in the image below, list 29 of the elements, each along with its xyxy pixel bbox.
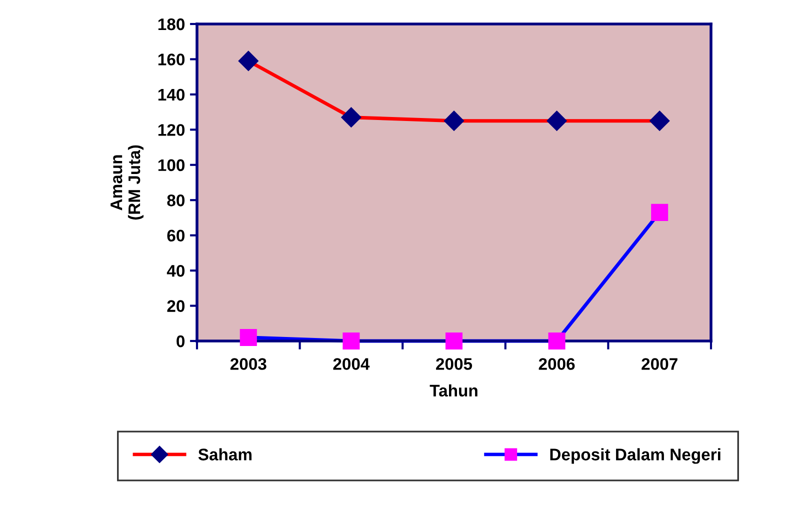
x-tick-label: 2006 — [538, 358, 575, 370]
y-tick-label: 160 — [158, 54, 185, 66]
y-tick-label: 80 — [167, 194, 185, 206]
x-tick-label: 2003 — [230, 358, 266, 370]
y-tick-label: 100 — [158, 159, 185, 172]
y-tick-label: 180 — [158, 18, 185, 30]
y-tick-label: 60 — [167, 230, 185, 242]
y-tick-label: 120 — [158, 124, 185, 136]
y-tick-label: 140 — [158, 88, 185, 101]
y-tick-label: 20 — [167, 300, 185, 312]
y-tick-label: 40 — [166, 264, 185, 277]
point — [342, 332, 360, 350]
legend-label: Saham — [198, 448, 252, 460]
point — [238, 50, 259, 72]
point — [445, 332, 463, 350]
x-tick-label: 2007 — [642, 358, 678, 370]
point — [444, 110, 464, 132]
y-axis-title: Amaun (RM Juta) — [110, 145, 144, 220]
point — [651, 204, 668, 221]
point — [649, 110, 670, 132]
point — [340, 107, 362, 128]
point — [240, 328, 257, 346]
y-tick-label: 0 — [176, 335, 185, 348]
x-tick-label: 2005 — [436, 358, 472, 370]
x-axis-title: Tahun — [430, 384, 478, 397]
point — [548, 332, 566, 350]
legend-label: Deposit Dalam Negeri — [550, 448, 720, 464]
x-tick-label: 2004 — [333, 358, 370, 370]
point — [546, 110, 568, 132]
